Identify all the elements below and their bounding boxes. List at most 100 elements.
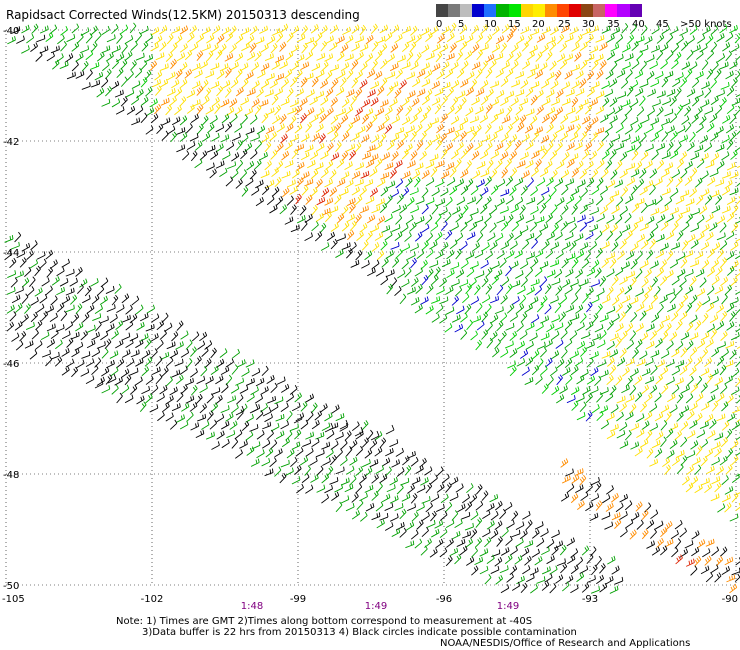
wind-barb xyxy=(345,179,354,189)
wind-barb xyxy=(675,319,683,331)
wind-barb xyxy=(351,77,358,89)
wind-barb xyxy=(296,177,304,188)
wind-barb xyxy=(457,503,466,513)
wind-barb xyxy=(644,304,654,313)
wind-barb xyxy=(519,529,528,540)
wind-barb xyxy=(196,33,205,44)
wind-barb xyxy=(249,169,257,180)
wind-barb xyxy=(374,158,383,169)
wind-barb xyxy=(435,160,445,168)
wind-barb xyxy=(674,538,682,549)
wind-barb xyxy=(546,375,554,387)
wind-barb xyxy=(390,189,400,198)
wind-barb xyxy=(140,112,148,124)
wind-barb xyxy=(705,413,714,423)
wind-barb xyxy=(105,374,113,385)
wind-barb xyxy=(141,385,151,395)
wind-barb xyxy=(345,122,354,133)
wind-barb xyxy=(476,161,486,170)
wind-barb xyxy=(211,441,220,450)
wind-barb xyxy=(381,493,391,503)
wind-barb xyxy=(646,231,655,242)
wind-barb xyxy=(644,268,652,279)
wind-barb xyxy=(724,375,733,385)
wind-barb xyxy=(34,265,41,277)
wind-barb xyxy=(65,287,75,296)
wind-barb xyxy=(481,294,491,304)
wind-barb xyxy=(371,59,378,71)
wind-barb xyxy=(681,115,690,125)
wind-barb xyxy=(681,385,690,394)
wind-barb xyxy=(490,529,499,540)
wind-barb xyxy=(651,313,660,323)
wind-barb xyxy=(279,114,287,125)
wind-barb xyxy=(684,121,692,133)
wind-barb xyxy=(65,53,74,63)
wind-barb xyxy=(124,50,133,61)
wind-barb xyxy=(716,89,725,98)
wind-barb xyxy=(241,186,249,197)
wind-barb xyxy=(661,383,669,395)
wind-barb xyxy=(144,356,153,367)
wind-barb xyxy=(15,270,24,279)
wind-barb xyxy=(681,61,691,70)
wind-barb xyxy=(661,131,668,142)
wind-barb xyxy=(494,232,504,242)
wind-barb xyxy=(559,544,567,556)
wind-barb xyxy=(431,204,439,215)
wind-barb xyxy=(411,476,421,485)
wind-barb xyxy=(640,239,649,250)
wind-barb xyxy=(484,574,492,585)
wind-barb xyxy=(145,323,155,332)
wind-barb xyxy=(386,53,395,63)
wind-barb xyxy=(319,133,326,144)
wind-barb xyxy=(710,132,719,142)
wind-barb xyxy=(396,467,405,477)
wind-barb xyxy=(111,329,119,340)
wind-barb xyxy=(440,187,449,197)
wind-barb xyxy=(655,234,665,243)
wind-barb xyxy=(530,81,540,89)
wind-barb xyxy=(716,53,726,63)
wind-barb xyxy=(570,294,579,305)
wind-barb xyxy=(349,149,357,161)
wind-barb xyxy=(676,392,684,404)
wind-barb xyxy=(580,59,588,71)
wind-barb xyxy=(721,348,729,359)
wind-barb xyxy=(264,413,273,423)
wind-barb xyxy=(629,276,637,288)
wind-barb xyxy=(230,384,240,394)
wind-barb xyxy=(501,167,508,179)
wind-barb xyxy=(316,196,326,206)
wind-barb xyxy=(120,59,128,70)
wind-barb xyxy=(529,44,538,54)
wind-barb xyxy=(151,366,161,375)
wind-barb xyxy=(291,25,300,35)
wind-barb xyxy=(536,576,546,584)
wind-barb xyxy=(190,368,198,378)
wind-barb xyxy=(51,276,60,286)
wind-barb xyxy=(714,572,722,583)
lon-tick-label: -90 xyxy=(722,594,738,605)
wind-barb xyxy=(651,99,661,107)
wind-barb xyxy=(240,97,249,106)
wind-barb xyxy=(71,61,79,72)
wind-barb xyxy=(71,366,79,378)
wind-barb xyxy=(485,53,495,63)
wind-barb xyxy=(495,89,505,99)
wind-barb xyxy=(196,85,204,96)
wind-barb xyxy=(531,131,540,142)
wind-barb xyxy=(431,133,441,143)
wind-barb xyxy=(560,24,570,34)
wind-barb xyxy=(730,149,738,160)
wind-barb xyxy=(415,216,425,225)
wind-barb xyxy=(604,521,614,530)
wind-barb xyxy=(334,122,342,134)
wind-barb xyxy=(145,393,153,404)
wind-barb xyxy=(539,223,549,232)
wind-barb xyxy=(435,304,444,315)
wind-barb xyxy=(530,186,538,196)
wind-barb xyxy=(585,483,593,494)
wind-barb xyxy=(294,429,302,440)
note-line-1: Note: 1) Times are GMT 2)Times along bot… xyxy=(116,616,533,627)
